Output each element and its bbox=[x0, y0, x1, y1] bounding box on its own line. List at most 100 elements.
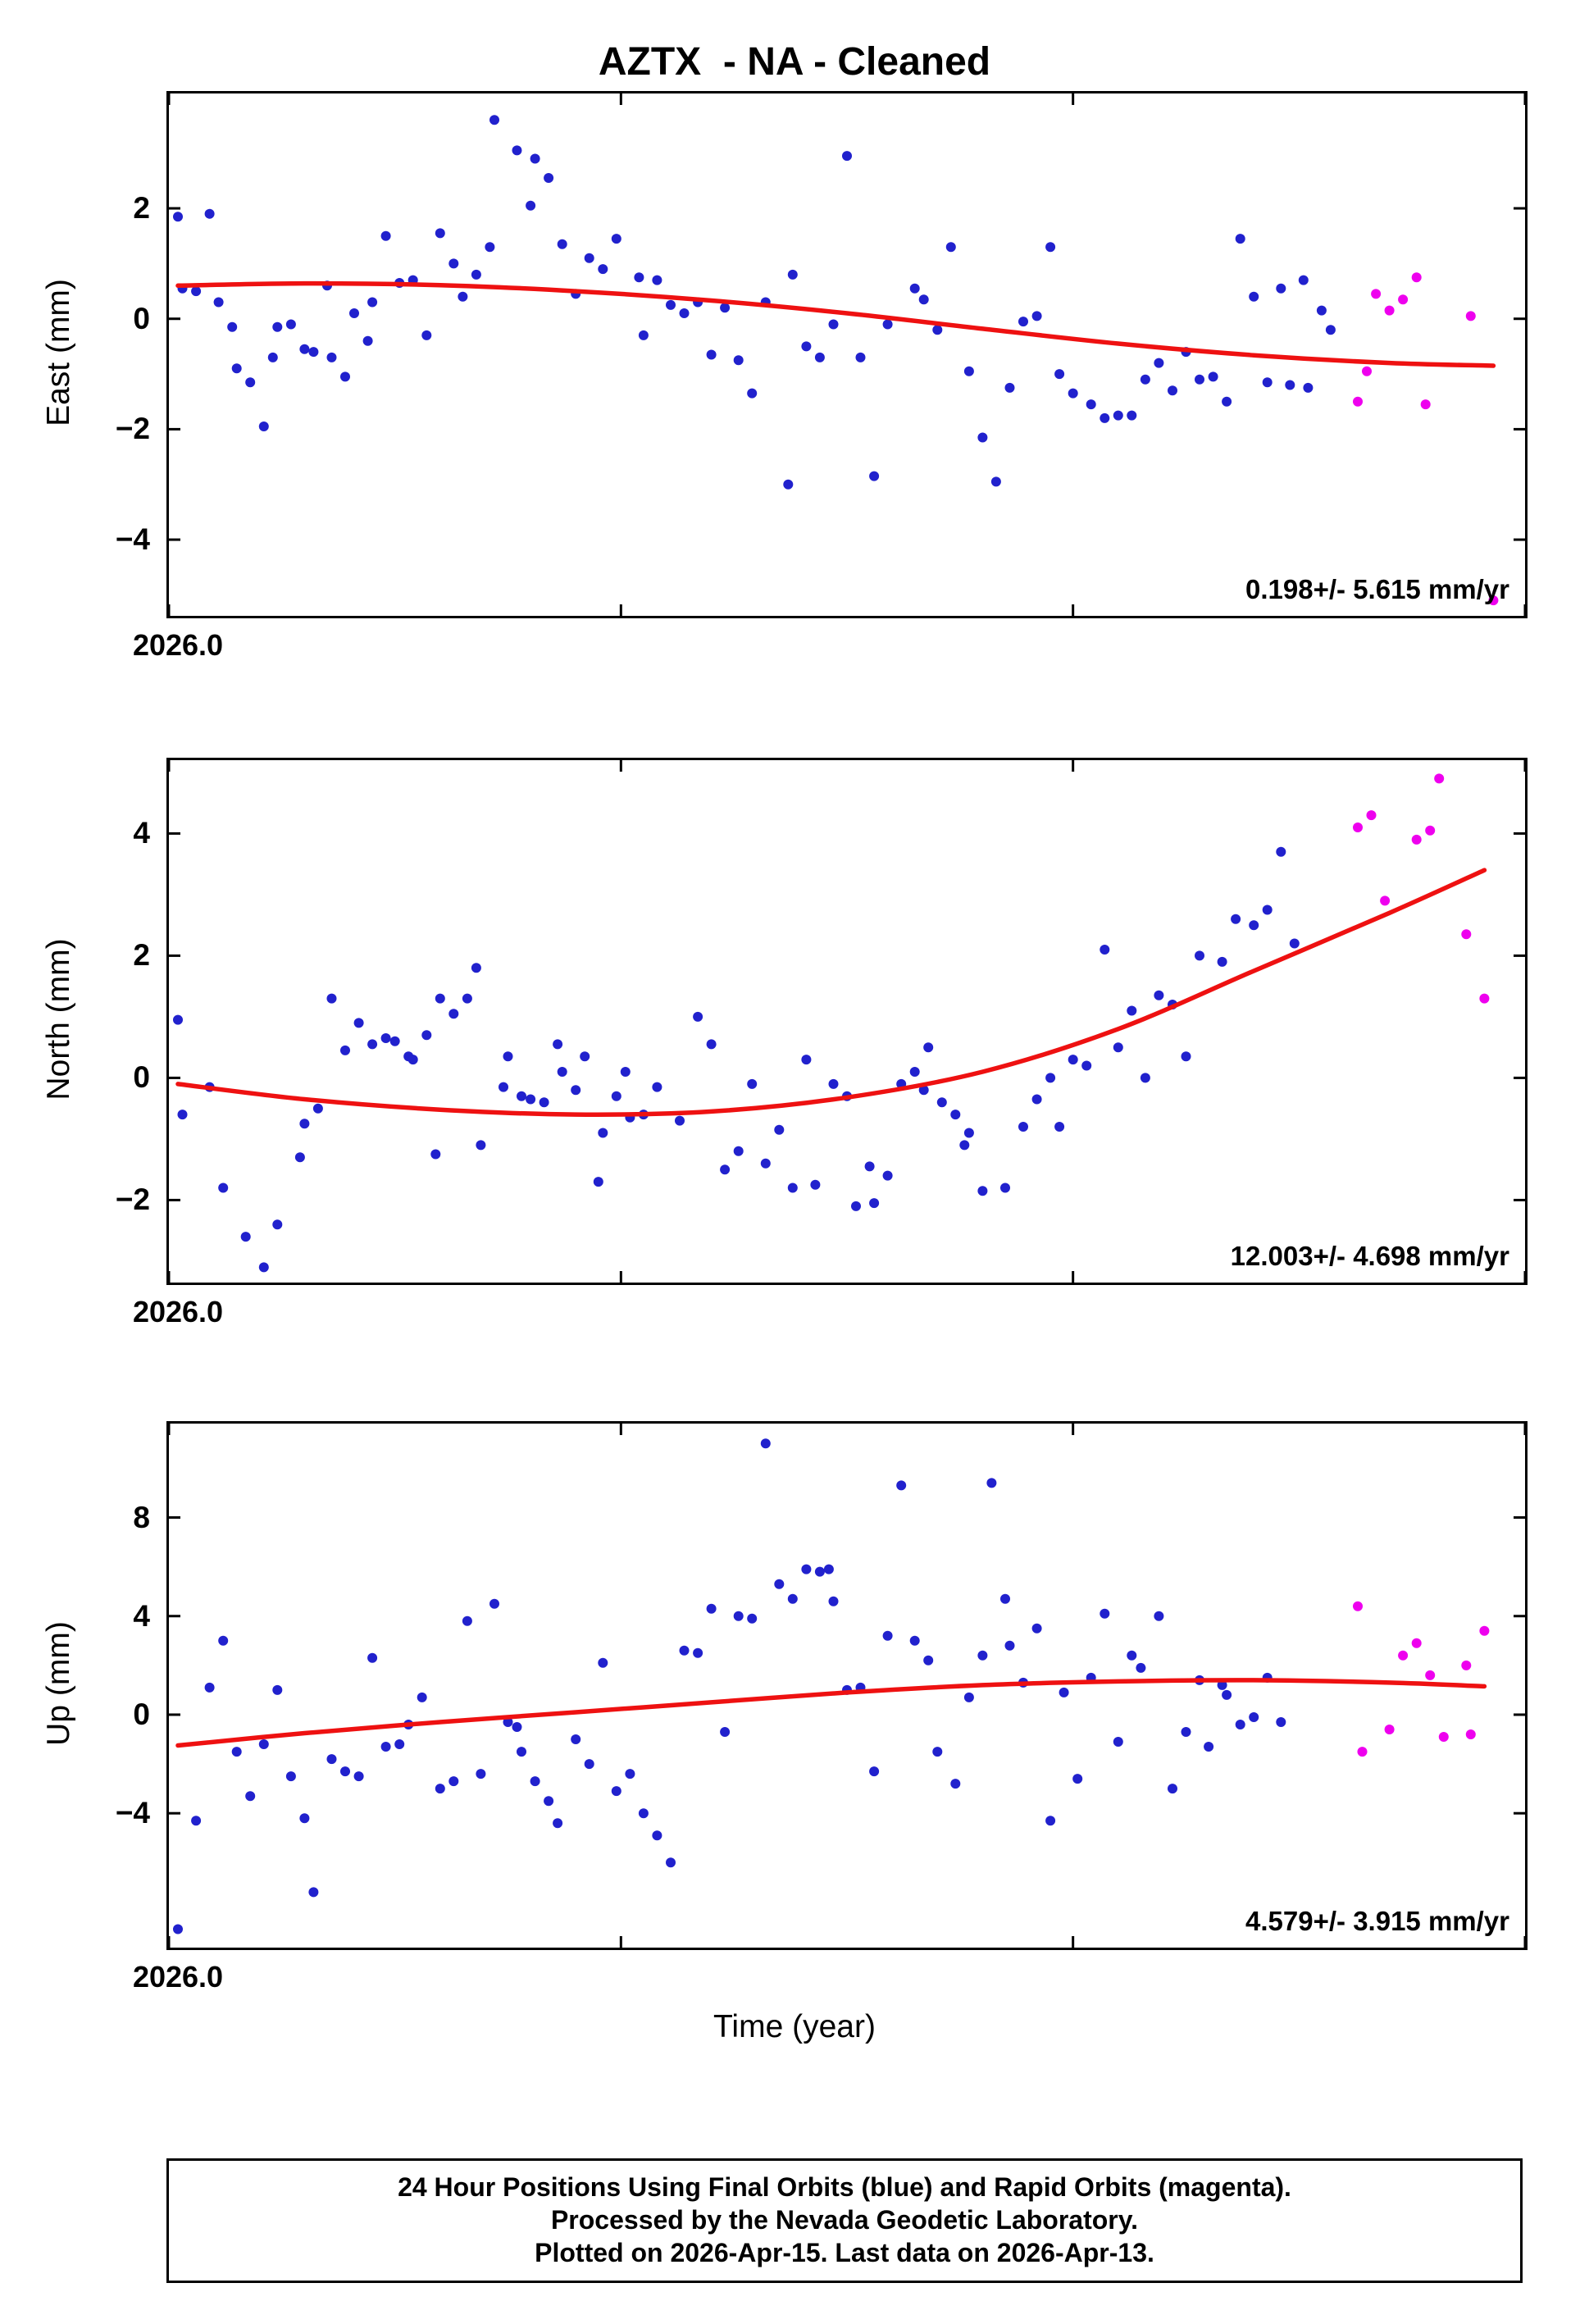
final-orbit-point bbox=[571, 1734, 581, 1744]
final-orbit-point bbox=[1045, 1816, 1056, 1826]
final-orbit-point bbox=[471, 269, 481, 280]
final-orbit-point bbox=[267, 352, 278, 362]
final-orbit-point bbox=[240, 1232, 251, 1242]
final-orbit-point bbox=[557, 239, 567, 249]
rapid-orbit-point bbox=[1371, 289, 1382, 299]
final-orbit-point bbox=[801, 1055, 812, 1065]
final-orbit-point bbox=[173, 212, 183, 222]
rapid-orbit-point bbox=[1353, 396, 1363, 407]
final-orbit-point bbox=[977, 1650, 988, 1661]
final-orbit-point bbox=[530, 1776, 540, 1787]
final-orbit-point bbox=[258, 1262, 269, 1273]
final-orbit-point bbox=[326, 1754, 337, 1765]
rapid-orbit-point bbox=[1353, 823, 1363, 832]
y-tick-label: 0 bbox=[133, 1060, 150, 1095]
final-orbit-point bbox=[517, 1747, 526, 1757]
final-orbit-point bbox=[1276, 1717, 1286, 1727]
final-orbit-point bbox=[1181, 1051, 1191, 1062]
footer-box: 24 Hour Positions Using Final Orbits (bl… bbox=[166, 2158, 1523, 2283]
final-orbit-point bbox=[652, 1082, 662, 1092]
y-axis-label-up: Up (mm) bbox=[41, 1620, 76, 1746]
final-orbit-point bbox=[1045, 242, 1056, 253]
final-orbit-point bbox=[1154, 990, 1164, 1000]
final-orbit-point bbox=[312, 1103, 323, 1114]
page-title: AZTX - NA - Cleaned bbox=[598, 40, 991, 84]
final-orbit-point bbox=[1054, 369, 1065, 380]
final-orbit-point bbox=[435, 228, 445, 239]
trend-line bbox=[175, 1678, 1487, 1748]
final-orbit-point bbox=[1316, 305, 1327, 316]
final-orbit-point bbox=[638, 1808, 649, 1819]
final-orbit-point bbox=[1325, 325, 1336, 335]
final-orbit-point bbox=[430, 1149, 441, 1160]
final-orbit-point bbox=[747, 1078, 758, 1089]
rate-annotation-east: 0.198+/- 5.615 mm/yr bbox=[1245, 574, 1509, 604]
final-orbit-point bbox=[1086, 399, 1096, 410]
final-orbit-point bbox=[285, 319, 296, 330]
final-orbit-point bbox=[503, 1051, 513, 1062]
final-orbit-point bbox=[760, 1158, 771, 1169]
final-orbit-point bbox=[720, 1727, 731, 1737]
final-orbit-point bbox=[1249, 1712, 1259, 1722]
final-orbit-point bbox=[1140, 374, 1150, 385]
final-orbit-point bbox=[652, 1830, 662, 1841]
rapid-orbit-point bbox=[1461, 929, 1472, 940]
rapid-orbit-point bbox=[1357, 1747, 1368, 1757]
y-tick-label: −2 bbox=[115, 412, 150, 446]
final-orbit-point bbox=[1113, 1737, 1123, 1747]
final-orbit-point bbox=[571, 1085, 581, 1096]
final-orbit-point bbox=[1000, 1183, 1010, 1193]
panel-up: Up (mm) 4.579+/- 3.915 mm/yr 2026.0 −4 0 4… bbox=[41, 1421, 1528, 1994]
final-orbit-point bbox=[990, 476, 1001, 487]
rapid-orbit-point bbox=[1488, 595, 1499, 606]
x-axis-label: Time (year) bbox=[713, 2009, 876, 2044]
final-orbit-point bbox=[593, 1177, 603, 1187]
final-orbit-point bbox=[1154, 358, 1164, 368]
final-orbit-point bbox=[417, 1692, 427, 1702]
final-orbit-point bbox=[1127, 1650, 1137, 1661]
final-orbit-point bbox=[638, 330, 649, 340]
final-orbit-point bbox=[1276, 846, 1286, 857]
final-orbit-point bbox=[814, 1566, 825, 1577]
final-orbit-point bbox=[489, 1598, 499, 1609]
rapid-orbit-point bbox=[1425, 825, 1436, 836]
y-tick-label: 0 bbox=[133, 301, 150, 335]
final-orbit-point bbox=[598, 1128, 608, 1138]
y-axis-label-east: East (mm) bbox=[41, 278, 76, 426]
final-orbit-point bbox=[299, 1119, 310, 1129]
final-orbit-point bbox=[693, 1011, 703, 1022]
final-orbit-point bbox=[326, 352, 337, 362]
rapid-orbit-point bbox=[1384, 305, 1395, 316]
final-orbit-point bbox=[512, 1722, 522, 1732]
final-orbit-point bbox=[1285, 380, 1295, 390]
final-orbit-point bbox=[598, 1657, 608, 1668]
final-orbit-point bbox=[553, 1039, 563, 1050]
y-tick-label: 4 bbox=[133, 816, 150, 850]
final-orbit-point bbox=[380, 230, 391, 241]
final-orbit-point bbox=[1018, 1122, 1028, 1132]
final-orbit-point bbox=[1113, 1042, 1123, 1053]
final-orbit-point bbox=[598, 264, 608, 275]
final-orbit-point bbox=[285, 1771, 296, 1782]
x-tick-label-up: 2026.0 bbox=[132, 1960, 224, 1994]
final-orbit-point bbox=[258, 1739, 269, 1749]
final-orbit-point bbox=[353, 1771, 364, 1782]
final-orbit-point bbox=[299, 344, 310, 354]
final-orbit-point bbox=[458, 291, 468, 302]
final-orbit-point bbox=[1072, 1774, 1083, 1784]
final-orbit-point bbox=[1249, 291, 1259, 302]
final-orbit-point bbox=[909, 1635, 920, 1646]
rapid-orbit-point bbox=[1353, 1601, 1363, 1611]
rapid-orbit-point bbox=[1425, 1670, 1436, 1680]
final-orbit-point bbox=[1100, 412, 1110, 423]
final-orbit-point bbox=[1154, 1611, 1164, 1621]
final-orbit-point bbox=[774, 1579, 785, 1589]
final-orbit-point bbox=[1127, 410, 1137, 421]
y-tick-label: 8 bbox=[133, 1500, 150, 1534]
rapid-orbit-point bbox=[1461, 1660, 1472, 1670]
final-orbit-point bbox=[227, 321, 238, 332]
final-orbit-point bbox=[977, 432, 988, 443]
final-orbit-point bbox=[869, 471, 880, 481]
final-orbit-point bbox=[977, 1186, 988, 1196]
